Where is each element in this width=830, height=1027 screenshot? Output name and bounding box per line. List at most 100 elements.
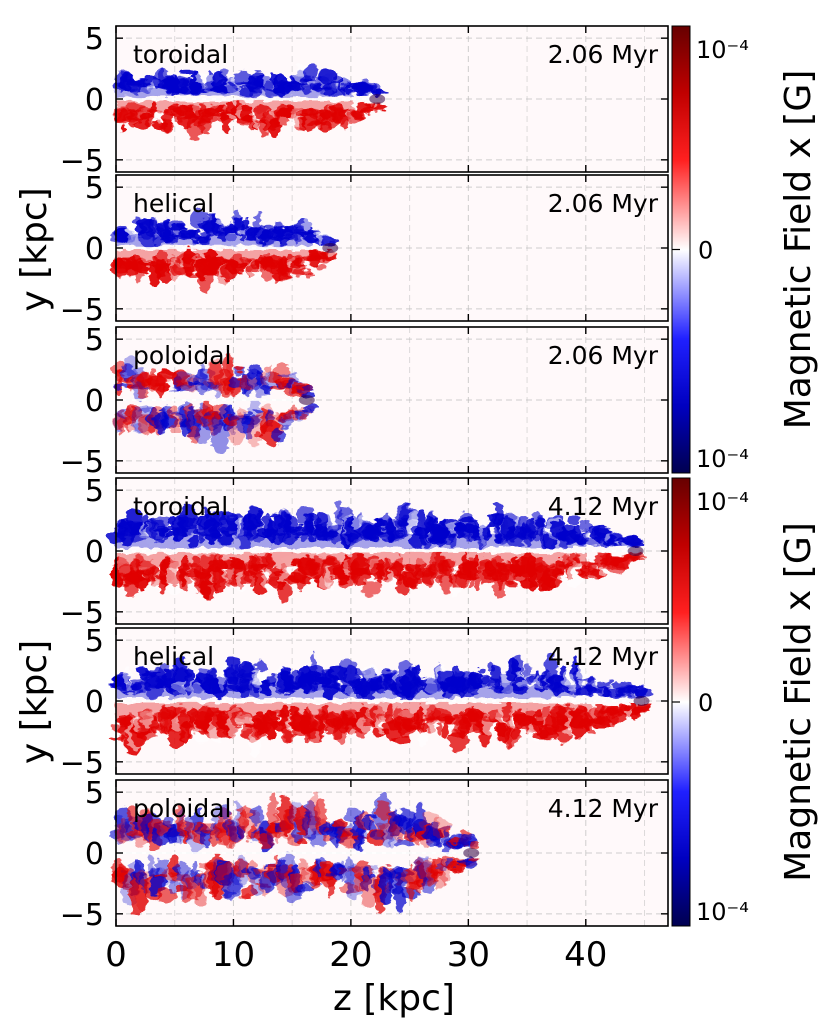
panel-5-lower-lobe-mark: [587, 729, 596, 734]
colorbar-layer: 10⁻⁴ 0 10⁻⁴ Magnetic Field x [G] 10⁻⁴ 0 10⁻⁴ Ma…: [671, 25, 819, 927]
panel-3-ytick-label: 0: [85, 384, 104, 419]
panel-6-lower-lobe-mark: [440, 863, 451, 884]
panel-3-upper-lobe-mark: [301, 386, 315, 391]
panel-6-jet-head: [463, 848, 480, 858]
panel-6-lower-lobe-mark: [468, 857, 478, 862]
panel-5-lower-lobe-mark: [442, 723, 449, 740]
panel-2-lower-lobe-mark: [296, 263, 310, 269]
xtick-label: 10: [212, 935, 255, 975]
panel-6-lower-lobe-mark: [298, 859, 310, 872]
panel-1-upper-lobe-mark: [194, 74, 208, 83]
panel-4-upper-lobe-mark: [203, 505, 210, 520]
panel-1-ytick-label: 5: [85, 22, 104, 57]
panel-1-lower-lobe-mark: [203, 113, 223, 117]
panel-4-lower-lobe-core: [116, 553, 587, 568]
panel-4-time-label: 4.12 Myr: [548, 492, 659, 521]
panel-4-upper-lobe-mark: [417, 507, 426, 530]
panel-4-ytick-label: 5: [85, 474, 104, 509]
panel-5-upper-lobe-mark: [255, 661, 267, 671]
panel-4-upper-lobe-mark: [460, 516, 478, 523]
colorbar-1-top-label: 10⁻⁴: [696, 36, 749, 64]
panel-6-lower-lobe-mark: [362, 864, 380, 873]
xtick-label: 40: [564, 935, 607, 975]
panel-2-ytick-label: 0: [85, 232, 104, 267]
panel-6-upper-lobe-mark: [470, 842, 480, 849]
colorbar-2-top-label: 10⁻⁴: [696, 488, 749, 516]
panel-3-lower-lobe-mark: [253, 407, 263, 413]
panel-2-config-label: helical: [133, 189, 214, 218]
colorbar-2: 10⁻⁴ 0 10⁻⁴ Magnetic Field x [G]: [671, 477, 819, 927]
panel-5-jet: [108, 652, 654, 759]
xtick-label: 30: [447, 935, 490, 975]
panel-2-jet: [110, 209, 339, 292]
panel-1: 5 0 −5 toroidal 2.06 Myr: [60, 22, 669, 179]
panel-5-upper-lobe-core: [116, 684, 592, 698]
panel-1-time-label: 2.06 Myr: [548, 40, 659, 69]
panel-3-upper-lobe-mark: [124, 355, 138, 376]
panel-2-upper-lobe-mark: [163, 216, 170, 238]
panel-5-ytick-label: −5: [60, 746, 104, 781]
panel-3-ytick-label: −5: [60, 445, 104, 480]
panel-3: 5 0 −5 poloidal 2.06 Myr: [60, 323, 669, 480]
panel-4-jet: [107, 499, 647, 605]
panel-2-lower-lobe-mark: [326, 255, 336, 260]
panel-3-ytick-label: 5: [85, 323, 104, 358]
panel-3-lower-lobe-mark: [169, 424, 180, 434]
panel-2-ytick-label: −5: [60, 293, 104, 328]
panel-6-upper-lobe-mark: [298, 838, 307, 846]
group-1-ylabel: y [kpc]: [14, 187, 55, 311]
panel-3-jet: [111, 353, 319, 454]
panel-4-upper-lobe-core: [116, 534, 587, 548]
panel-3-lower-lobe-mark: [271, 427, 284, 444]
panel-4-upper-lobe-mark: [152, 515, 170, 528]
panel-5-upper-lobe-mark: [634, 688, 654, 698]
colorbar-1-bottom-label: 10⁻⁴: [696, 445, 749, 473]
colorbar-1: 10⁻⁴ 0 10⁻⁴ Magnetic Field x [G]: [671, 25, 819, 474]
panel-5-upper-lobe-mark: [123, 667, 132, 684]
colorbar-1-title: Magnetic Field x [G]: [778, 70, 819, 430]
panel-1-upper-lobe-core: [116, 87, 354, 97]
panel-1-ytick-label: −5: [60, 144, 104, 179]
panel-3-upper-lobe-mark: [265, 365, 273, 376]
panel-6-upper-lobe-mark: [219, 804, 230, 819]
panel-4-lower-lobe-mark: [149, 566, 160, 574]
panel-2-lower-lobe-core: [116, 250, 312, 262]
panel-4-lower-lobe-mark: [506, 580, 518, 588]
panel-6-upper-lobe-mark: [126, 805, 137, 822]
colorbar-2-mid-label: 0: [698, 689, 713, 717]
panel-5-lower-lobe-core: [116, 703, 592, 718]
panel-4-config-label: toroidal: [133, 492, 228, 521]
panel-4-lower-lobe-mark: [361, 579, 382, 596]
panel-4-ytick-label: −5: [60, 596, 104, 631]
panel-4-lower-lobe-mark: [629, 557, 645, 561]
panel-6-upper-lobe-mark: [250, 804, 264, 827]
panel-4: 5 0 −5 toroidal 4.12 Myr: [60, 474, 669, 631]
xtick-label: 20: [329, 935, 372, 975]
colorbar-2-bottom-label: 10⁻⁴: [696, 898, 749, 926]
panel-2-upper-lobe-mark: [177, 221, 187, 233]
panel-3-lower-lobe-mark: [210, 423, 230, 454]
panel-5-lower-lobe-mark: [186, 720, 194, 740]
panel-3-jet-head: [298, 395, 315, 405]
panel-5-ytick-label: 0: [85, 685, 104, 720]
panel-4-upper-lobe-mark: [632, 538, 644, 544]
panel-6-time-label: 4.12 Myr: [548, 794, 659, 823]
panel-6-upper-lobe-mark: [376, 800, 390, 820]
panel-2-time-label: 2.06 Myr: [548, 189, 659, 218]
colorbar-2-title: Magnetic Field x [G]: [778, 522, 819, 882]
panel-1-upper-lobe-mark: [303, 63, 318, 84]
panel-2-lower-lobe-mark: [189, 266, 198, 272]
panel-3-lower-lobe-mark: [246, 415, 264, 445]
panel-5-lower-lobe-mark: [435, 723, 443, 734]
xtick-label: 0: [105, 935, 127, 975]
panel-6-config-label: poloidal: [133, 794, 232, 823]
panel-2-upper-lobe-core: [116, 235, 312, 246]
panel-1-jet-head: [369, 94, 386, 104]
labels-layer: y [kpc] y [kpc] 0 10 20 30 40 z [kpc]: [14, 187, 607, 1019]
colorbar-1-mid-label: 0: [698, 237, 713, 265]
panel-3-upper-lobe-mark: [235, 365, 244, 373]
panel-6-ytick-label: 5: [85, 776, 104, 811]
panel-5-upper-lobe-mark: [476, 666, 485, 674]
panel-4-upper-lobe-mark: [568, 514, 581, 525]
